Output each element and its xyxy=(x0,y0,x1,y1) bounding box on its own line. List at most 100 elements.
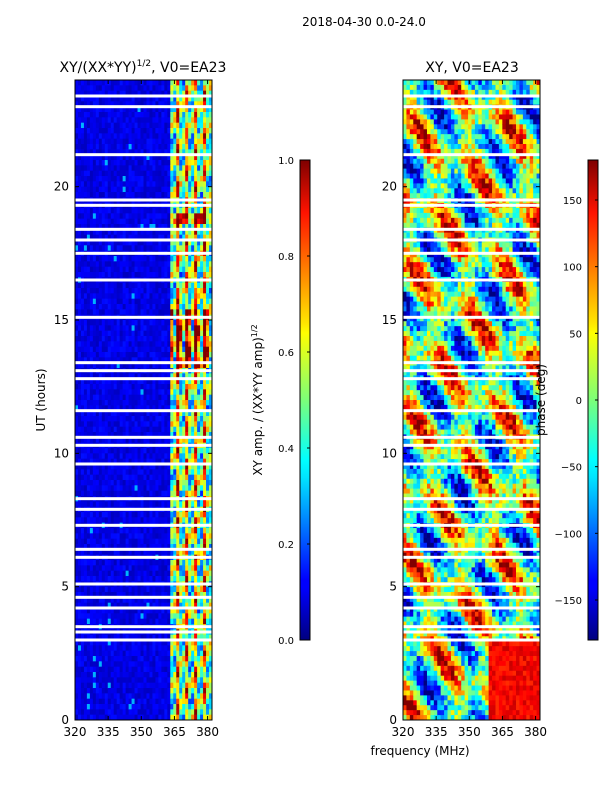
amplitude-cell xyxy=(113,634,118,641)
amplitude-cell xyxy=(95,464,100,470)
amplitude-cell xyxy=(116,432,121,438)
amplitude-cell xyxy=(116,181,121,188)
amplitude-cell xyxy=(155,688,159,694)
amplitude-cell xyxy=(77,661,82,668)
amplitude-cell xyxy=(155,176,159,182)
amplitude-cell xyxy=(149,165,153,172)
amplitude-cell xyxy=(179,176,183,182)
amplitude-cell xyxy=(170,645,174,652)
amplitude-cell xyxy=(191,693,195,700)
amplitude-cell xyxy=(155,618,159,625)
amplitude-cell xyxy=(182,400,186,406)
amplitude-cell xyxy=(155,597,159,604)
amplitude-cell xyxy=(80,570,85,577)
amplitude-cell xyxy=(122,410,127,417)
amplitude-cell xyxy=(149,538,153,545)
amplitude-cell xyxy=(92,240,97,246)
amplitude-cell xyxy=(113,149,118,156)
amplitude-cell xyxy=(98,256,103,262)
amplitude-cell xyxy=(95,256,100,262)
amplitude-cell xyxy=(134,698,138,705)
amplitude-cell xyxy=(113,213,118,220)
amplitude-cell xyxy=(86,666,91,673)
amplitude-cell xyxy=(128,528,132,534)
amplitude-cell xyxy=(98,133,103,140)
amplitude-cell xyxy=(161,320,165,326)
amplitude-cell xyxy=(98,112,103,118)
amplitude-cell xyxy=(98,490,103,497)
amplitude-cell xyxy=(170,112,174,118)
amplitude-cell xyxy=(173,117,177,124)
amplitude-cell xyxy=(116,373,121,380)
amplitude-cell xyxy=(158,394,162,401)
amplitude-cell xyxy=(107,682,112,689)
amplitude-cell xyxy=(110,693,115,700)
amplitude-cell xyxy=(107,485,112,492)
amplitude-cell xyxy=(107,597,112,604)
amplitude-cell xyxy=(110,432,115,438)
amplitude-cell xyxy=(107,378,112,385)
amplitude-cell xyxy=(191,256,195,262)
amplitude-cell xyxy=(86,186,91,193)
amplitude-cell xyxy=(113,544,118,550)
amplitude-cell xyxy=(182,336,186,342)
amplitude-cell xyxy=(134,602,138,609)
amplitude-cell xyxy=(107,357,112,364)
amplitude-cell xyxy=(101,101,106,108)
amplitude-cell xyxy=(77,602,82,609)
amplitude-cell xyxy=(173,677,177,684)
amplitude-cell xyxy=(86,309,91,316)
amplitude-cell xyxy=(92,213,97,220)
amplitude-cell xyxy=(75,176,79,182)
amplitude-cell xyxy=(80,512,85,518)
amplitude-cell xyxy=(173,272,177,278)
amplitude-cell xyxy=(86,682,91,689)
amplitude-cell xyxy=(176,112,180,118)
amplitude-cell xyxy=(116,661,121,668)
amplitude-cell xyxy=(113,501,118,508)
amplitude-cell xyxy=(98,602,103,609)
amplitude-cell xyxy=(194,485,198,492)
amplitude-cell xyxy=(113,394,118,401)
amplitude-cell xyxy=(137,336,141,342)
amplitude-cell xyxy=(146,512,150,518)
amplitude-cell xyxy=(80,421,85,428)
amplitude-cell xyxy=(80,352,85,358)
amplitude-cell xyxy=(86,688,91,694)
amplitude-cell xyxy=(155,570,159,577)
amplitude-cell xyxy=(176,357,180,364)
amplitude-cell xyxy=(77,85,82,92)
amplitude-cell xyxy=(176,432,180,438)
amplitude-cell xyxy=(143,213,147,220)
amplitude-cell xyxy=(152,229,156,236)
amplitude-cell xyxy=(98,336,103,342)
amplitude-cell xyxy=(80,405,85,412)
amplitude-cell xyxy=(107,170,112,177)
amplitude-cell xyxy=(173,405,177,412)
amplitude-cell xyxy=(119,117,124,124)
amplitude-cell xyxy=(125,549,130,556)
amplitude-cell xyxy=(86,181,91,188)
amplitude-cell xyxy=(116,336,121,342)
amplitude-cell xyxy=(158,666,162,673)
amplitude-cell xyxy=(83,426,88,433)
amplitude-cell xyxy=(146,698,150,705)
amplitude-cell xyxy=(122,432,127,438)
amplitude-cell xyxy=(110,170,115,177)
amplitude-cell xyxy=(122,688,127,694)
amplitude-cell xyxy=(164,405,168,412)
amplitude-cell xyxy=(197,128,201,134)
amplitude-cell xyxy=(167,106,171,113)
amplitude-cell xyxy=(185,650,189,657)
amplitude-cell xyxy=(152,693,156,700)
amplitude-cell xyxy=(173,144,177,150)
amplitude-cell xyxy=(164,298,168,305)
amplitude-cell xyxy=(179,618,183,625)
amplitude-cell xyxy=(98,330,103,337)
amplitude-cell xyxy=(152,309,156,316)
amplitude-cell xyxy=(89,341,94,348)
amplitude-cell xyxy=(86,437,91,444)
amplitude-cell xyxy=(158,432,162,438)
amplitude-cell xyxy=(143,165,147,172)
amplitude-cell xyxy=(95,618,100,625)
